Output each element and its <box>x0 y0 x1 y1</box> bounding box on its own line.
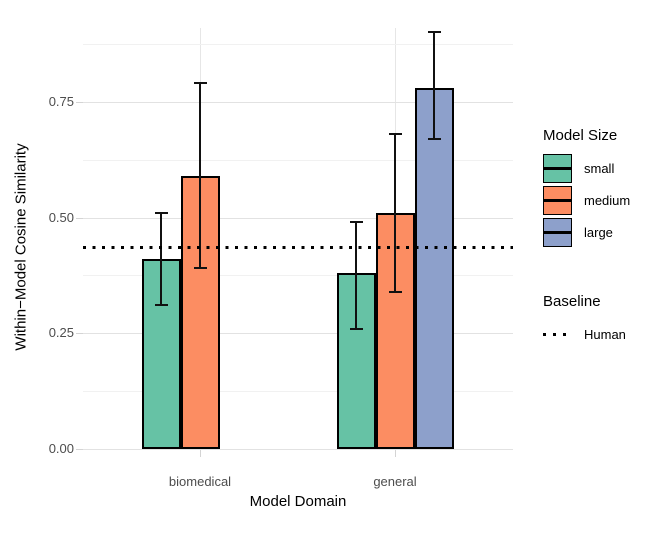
errorbar-line <box>433 32 435 139</box>
legend-key-medium-swatch <box>543 186 572 215</box>
errorbar-cap <box>427 137 441 140</box>
baseline-human-line <box>83 246 513 250</box>
legend-item-human: Human <box>543 320 626 349</box>
gridline-minor <box>83 391 513 393</box>
errorbar-cap <box>427 31 441 34</box>
gridline-major <box>83 101 513 103</box>
legend-baseline: Baseline Human <box>543 292 626 352</box>
legend-baseline-title: Baseline <box>543 293 601 310</box>
bar-general-large <box>414 87 454 449</box>
y-tick-label: 0.00 <box>48 441 74 456</box>
plot-panel <box>83 28 513 450</box>
gridline-minor <box>83 43 513 45</box>
legend-model-size-title: Model Size <box>543 127 618 144</box>
errorbar-cap <box>193 82 207 85</box>
gridline-minor <box>83 159 513 161</box>
x-tick-label: general <box>373 474 417 489</box>
gridline-minor <box>83 275 513 277</box>
legend-item-medium: medium <box>543 186 630 215</box>
dotted-line-icon <box>543 333 572 336</box>
legend-model-size: Model Size small medium large <box>543 126 630 250</box>
gridline-major <box>83 333 513 335</box>
legend-label-human: Human <box>584 327 626 342</box>
y-tick-mark <box>76 101 83 103</box>
errorbar-line <box>394 134 396 292</box>
gridline-major <box>83 217 513 219</box>
legend-label-medium: medium <box>584 193 631 208</box>
errorbar-cap <box>154 211 168 214</box>
errorbar-cap <box>349 327 363 330</box>
errorbar-cap <box>193 267 207 270</box>
legend-key-small-swatch <box>543 154 572 183</box>
legend-label-large: large <box>584 225 613 240</box>
y-tick-mark <box>76 449 83 450</box>
y-tick-label: 0.50 <box>48 209 74 225</box>
gridline-major <box>83 449 513 450</box>
y-tick-label: 0.25 <box>48 325 74 341</box>
errorbar-glyph <box>544 167 571 170</box>
errorbar-cap <box>349 221 363 224</box>
legend-item-small: small <box>543 154 630 183</box>
legend-label-small: small <box>584 161 615 176</box>
y-tick-label: 0.75 <box>48 93 74 109</box>
x-tick-label: biomedical <box>168 474 232 489</box>
x-tick-mark <box>395 450 396 457</box>
errorbar-cap <box>154 304 168 307</box>
errorbar-cap <box>388 133 402 136</box>
errorbar-line <box>355 222 357 329</box>
x-axis-title: Model Domain <box>249 493 347 510</box>
y-tick-mark <box>76 333 83 335</box>
errorbar-line <box>160 212 162 306</box>
legend-key-large-swatch <box>543 218 572 247</box>
y-axis-title: Within−Model Cosine Similarity <box>12 143 30 351</box>
errorbar-glyph <box>544 199 571 202</box>
errorbar-line <box>199 83 201 269</box>
y-tick-mark <box>76 217 83 219</box>
legend-item-large: large <box>543 218 630 247</box>
errorbar-cap <box>388 290 402 293</box>
x-tick-mark <box>200 450 201 457</box>
errorbar-glyph <box>544 231 571 234</box>
